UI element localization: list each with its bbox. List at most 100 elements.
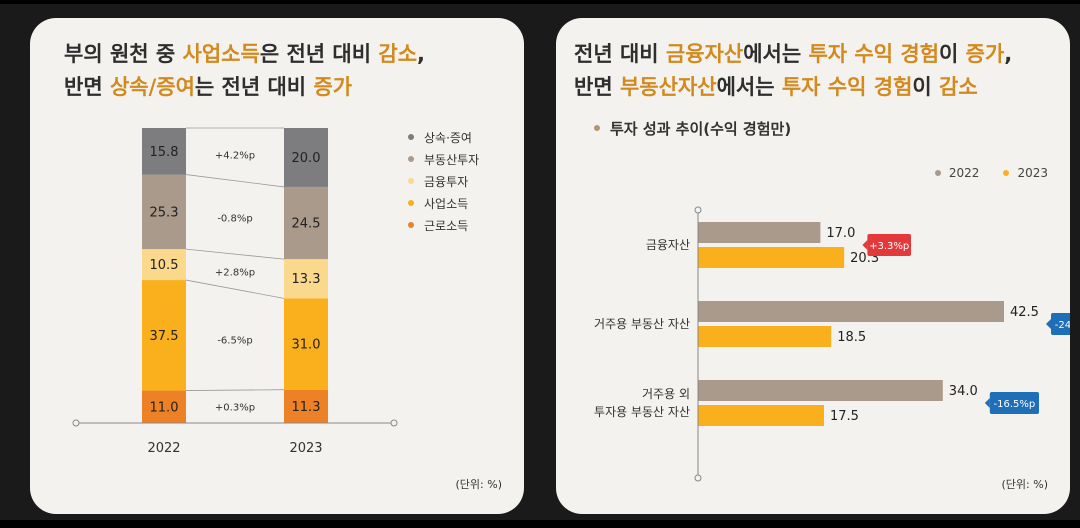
legend-item: 사업소득 xyxy=(408,192,479,214)
legend-item: 2022 xyxy=(934,166,980,180)
stack-value-label: 11.3 xyxy=(292,400,321,415)
stack-segment-2023-2 xyxy=(284,259,328,299)
right-unit-label: (단위: %) xyxy=(1001,478,1048,491)
x-tick-label: 2023 xyxy=(289,441,322,456)
legend-swatch-icon xyxy=(408,222,414,228)
axis-end-icon xyxy=(390,419,398,427)
axis-end-icon xyxy=(694,474,702,482)
stack-value-label: 15.8 xyxy=(150,145,179,160)
stack-value-label: 37.5 xyxy=(150,329,179,344)
left-headline-line1: 부의 원천 중 사업소득은 전년 대비 감소, xyxy=(64,38,425,71)
axis-end-icon xyxy=(694,206,702,214)
headline-highlight: 증가 xyxy=(313,75,353,99)
headline-highlight: 상속/증여 xyxy=(109,75,195,99)
hbar-2023-1 xyxy=(698,326,832,347)
stack-value-label: 20.0 xyxy=(292,151,321,166)
legend-swatch-icon xyxy=(408,134,414,140)
year-legend: 2022 2023 xyxy=(911,166,1048,180)
stack-connector-line xyxy=(185,279,285,299)
headline-highlight: 부동산자산 xyxy=(619,75,717,99)
stack-segment-2023-1 xyxy=(284,298,328,390)
legend-swatch-icon xyxy=(408,178,414,184)
change-badge xyxy=(867,234,911,256)
headline-text: , xyxy=(1004,42,1013,66)
stack-connector-line xyxy=(185,389,285,391)
hbar-2022-0 xyxy=(698,222,821,243)
stacked-bar-chart: 11.0 37.5 10.5 25.3 15.8 11.3 31.0 13.3 24.5 20.0… xyxy=(72,127,398,456)
category-label: 거주용 외 xyxy=(642,387,690,401)
stack-value-label: 24.5 xyxy=(292,217,321,232)
stack-segment-2023-4 xyxy=(284,128,328,187)
legend-item: 금융투자 xyxy=(408,170,479,192)
hbar-value-label: 42.5 xyxy=(1010,305,1039,320)
headline-text: 에서는 xyxy=(743,42,809,66)
hbar-value-label: 17.5 xyxy=(830,409,859,424)
headline-text: 반면 xyxy=(64,75,110,99)
headline-text: 전년 대비 xyxy=(574,42,666,66)
hbar-value-label: 17.0 xyxy=(826,226,855,241)
stack-connector-line xyxy=(185,248,285,260)
left-unit-label: (단위: %) xyxy=(455,478,502,491)
headline-text: 는 전년 대비 xyxy=(194,75,314,99)
stack-value-label: 10.5 xyxy=(150,258,179,273)
stack-segment-2022-0 xyxy=(142,390,186,423)
headline-highlight: 감소 xyxy=(939,75,978,99)
legend-swatch-icon xyxy=(408,156,414,162)
headline-highlight: 투자 수익 경험 xyxy=(781,75,913,99)
left-headline-line2: 반면 상속/증여는 전년 대비 증가 xyxy=(64,71,425,104)
hbar-2023-2 xyxy=(698,405,824,426)
headline-text: 이 xyxy=(912,75,940,99)
left-headline: 부의 원천 중 사업소득은 전년 대비 감소, 반면 상속/증여는 전년 대비 … xyxy=(64,38,425,104)
legend-label: 2022 xyxy=(948,166,980,180)
hbar-value-label: 18.5 xyxy=(837,330,866,345)
axis-end-icon xyxy=(72,419,80,427)
right-headline-line1: 전년 대비 금융자산에서는 투자 수익 경험이 증가, xyxy=(574,38,1012,71)
legend-label: 상속·증여 xyxy=(424,130,472,145)
stack-segment-2023-3 xyxy=(284,186,328,260)
legend-swatch-icon xyxy=(1003,170,1010,176)
headline-highlight: 사업소득 xyxy=(182,42,260,66)
stack-value-label: 13.3 xyxy=(292,272,321,287)
headline-text: 이 xyxy=(939,42,966,66)
stack-segment-2022-4 xyxy=(142,128,186,175)
legend-label: 금융투자 xyxy=(424,174,469,189)
headline-text: , xyxy=(417,42,425,66)
change-badge xyxy=(989,392,1039,414)
legend-label: 부동산투자 xyxy=(424,152,480,167)
stack-segment-2022-2 xyxy=(142,249,186,281)
stack-segment-2022-1 xyxy=(142,280,186,391)
stack-change-label: +2.8%p xyxy=(215,268,255,279)
headline-text: 은 전년 대비 xyxy=(259,42,379,66)
stack-value-label: 11.0 xyxy=(150,400,179,415)
right-headline: 전년 대비 금융자산에서는 투자 수익 경험이 증가, 반면 부동산자산에서는 … xyxy=(574,38,1012,104)
legend-item: 근로소득 xyxy=(408,214,479,236)
stack-value-label: 31.0 xyxy=(292,338,321,353)
chart-subtitle: 투자 성과 추이(수익 경험만) xyxy=(594,118,791,139)
stack-connector-line xyxy=(185,174,285,188)
legend-item: 상속·증여 xyxy=(408,126,479,148)
badge-pointer-icon xyxy=(862,240,868,250)
headline-text: 반면 xyxy=(574,75,620,99)
headline-highlight: 감소 xyxy=(378,42,418,66)
hbar-2023-0 xyxy=(698,247,845,268)
legend-item: 2023 xyxy=(1003,166,1048,180)
stack-segment-2023-0 xyxy=(284,389,328,423)
legend-label: 2023 xyxy=(1017,166,1048,180)
category-label: 거주용 부동산 자산 xyxy=(594,317,690,331)
change-badge-label: -24.0%p xyxy=(1055,320,1070,331)
stack-value-label: 25.3 xyxy=(150,205,179,220)
hbar-2022-1 xyxy=(698,301,1004,322)
subtitle-bullet-icon xyxy=(594,124,600,131)
x-tick-label: 2022 xyxy=(147,441,180,456)
headline-highlight: 금융자산 xyxy=(665,42,744,66)
headline-text: 부의 원천 중 xyxy=(64,42,183,66)
legend-swatch-icon xyxy=(934,170,941,176)
category-label: 투자용 부동산 자산 xyxy=(594,405,690,419)
legend-swatch-icon xyxy=(408,200,414,206)
right-headline-line2: 반면 부동산자산에서는 투자 수익 경험이 감소 xyxy=(574,71,1012,104)
badge-pointer-icon xyxy=(1046,319,1051,329)
subtitle-text: 투자 성과 추이(수익 경험만) xyxy=(610,120,792,138)
stack-change-label: +0.3%p xyxy=(215,403,255,414)
